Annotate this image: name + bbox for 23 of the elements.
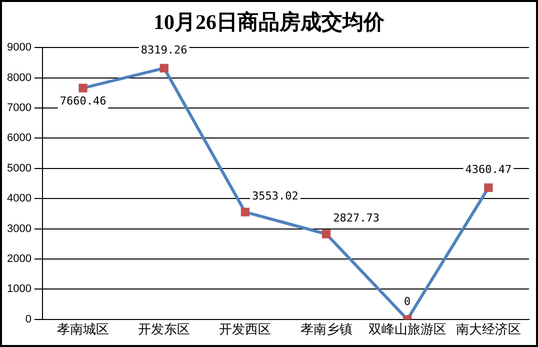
y-tick-label: 1000 [6,283,32,296]
y-tick-label: 2000 [6,253,32,266]
x-tick-label: 孝南乡镇 [300,322,352,338]
y-tick-label: 0 [25,313,32,326]
data-label: 2827.73 [333,211,380,224]
x-tick-label: 双峰山旅游区 [368,322,446,338]
y-tick-label: 7000 [6,102,32,114]
y-tick-label: 4000 [6,192,32,205]
y-tick-label: 5000 [6,162,32,174]
data-label: 8319.26 [140,44,188,57]
data-label: 4360.47 [465,163,512,176]
data-label: 3553.02 [252,189,298,202]
x-tick-label: 南大经济区 [456,322,521,338]
chart-title: 10月26日商品房成交均价 [152,9,386,36]
data-label: 0 [404,294,411,308]
x-tick-label: 开发西区 [219,322,272,338]
y-tick-label: 3000 [6,222,32,235]
y-tick-label: 8000 [6,72,32,84]
y-tick-label: 6000 [6,132,32,144]
x-tick-label: 孝南城区 [57,322,110,338]
x-tick-label: 开发东区 [138,322,190,338]
y-tick-label: 9000 [6,42,32,54]
data-label: 7660.46 [60,94,106,108]
